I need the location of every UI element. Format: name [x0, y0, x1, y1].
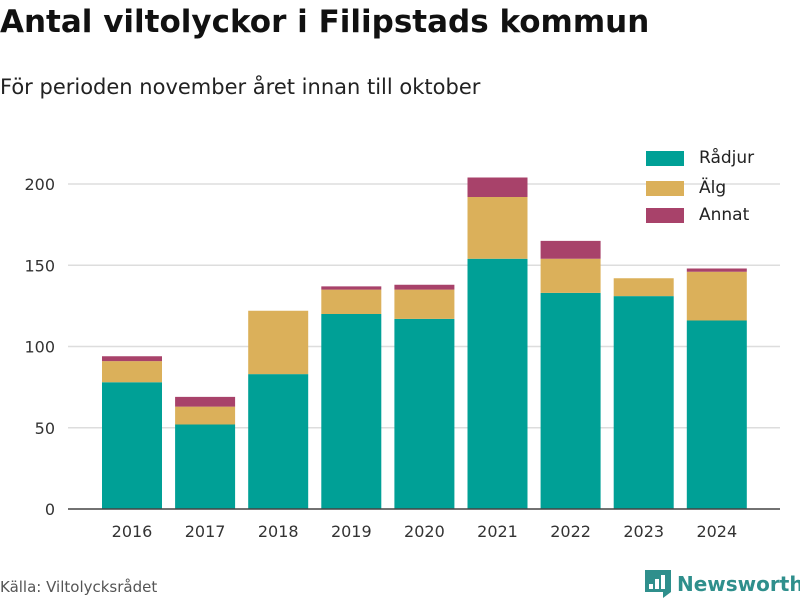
- bar-2021-annat: [467, 177, 528, 197]
- bar-2022-rdjur: [540, 292, 601, 509]
- bar-2019-rdjur: [321, 314, 382, 509]
- bar-2018-rdjur: [248, 374, 309, 509]
- bar-2020-annat: [394, 284, 455, 290]
- source-note: Källa: Viltolycksrådet: [0, 578, 158, 596]
- brand-logo: Newsworthy: [645, 570, 800, 598]
- bar-2023-rdjur: [613, 296, 674, 509]
- y-tick-label-0: 0: [45, 500, 55, 519]
- legend-label-annat: Annat: [699, 205, 750, 225]
- legend-label-radjur: Rådjur: [699, 148, 755, 168]
- bar-2022-annat: [540, 240, 601, 259]
- chart-subtitle: För perioden november året innan till ok…: [0, 75, 481, 99]
- newsworthy-logo-icon: [645, 570, 671, 598]
- bar-2023-lg: [613, 278, 674, 297]
- bar-2016-rdjur: [102, 382, 162, 509]
- y-tick-label-200: 200: [24, 175, 55, 194]
- x-tick-label-2022: 2022: [550, 522, 591, 541]
- bar-2017-lg: [175, 406, 236, 425]
- bar-2019-annat: [321, 286, 382, 290]
- legend-swatch-alg: [646, 180, 684, 196]
- legend-item-annat: Annat: [646, 205, 749, 225]
- bar-2024-annat: [686, 268, 747, 272]
- bar-2021-lg: [467, 197, 528, 259]
- bar-2016-lg: [102, 361, 162, 383]
- y-tick-label-100: 100: [24, 338, 55, 357]
- x-tick-label-2017: 2017: [185, 522, 226, 541]
- bar-2020-rdjur: [394, 318, 455, 509]
- legend-label-alg: Älg: [699, 178, 727, 198]
- legend-item-radjur: Rådjur: [646, 148, 754, 168]
- x-tick-label-2016: 2016: [112, 522, 153, 541]
- x-tick-label-2024: 2024: [696, 522, 737, 541]
- bar-2020-lg: [394, 289, 455, 319]
- bar-2024-lg: [686, 271, 747, 321]
- y-tick-label-50: 50: [35, 419, 55, 438]
- bar-2019-lg: [321, 289, 382, 314]
- bar-2017-annat: [175, 396, 236, 407]
- x-tick-label-2019: 2019: [331, 522, 372, 541]
- brand-name: Newsworthy: [677, 572, 800, 596]
- legend-swatch-annat: [646, 207, 684, 223]
- legend-item-alg: Älg: [646, 178, 726, 198]
- y-tick-label-150: 150: [24, 256, 55, 275]
- bar-2022-lg: [540, 258, 601, 293]
- chart-title: Antal viltolyckor i Filipstads kommun: [0, 4, 650, 40]
- bar-2018-lg: [248, 310, 309, 375]
- bar-2016-annat: [102, 356, 162, 362]
- x-tick-label-2020: 2020: [404, 522, 445, 541]
- x-tick-label-2018: 2018: [258, 522, 299, 541]
- stacked-bar-chart: 0 50 100 150 200 2016 2017 2018 2019 2020 2021 2022…: [24, 175, 780, 541]
- legend-swatch-radjur: [646, 150, 684, 166]
- bar-2024-rdjur: [686, 320, 747, 509]
- bar-2021-rdjur: [467, 258, 528, 509]
- x-tick-label-2021: 2021: [477, 522, 518, 541]
- x-tick-label-2023: 2023: [623, 522, 664, 541]
- bar-2017-rdjur: [175, 424, 236, 509]
